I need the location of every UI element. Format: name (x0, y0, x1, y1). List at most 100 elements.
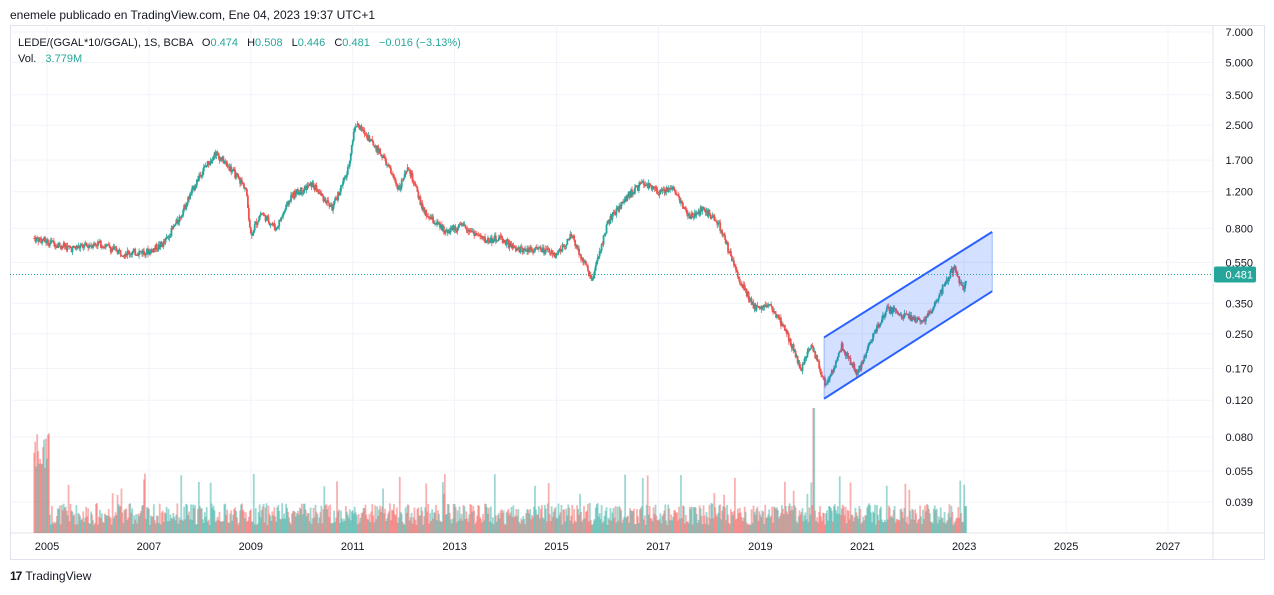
candle-body (786, 333, 789, 335)
volume-bar (462, 504, 465, 533)
candle-body (68, 245, 71, 247)
volume-bar (322, 509, 325, 533)
candle-body (484, 236, 486, 243)
close-value: 0.481 (342, 37, 370, 49)
candle-body (233, 168, 236, 170)
volume-bar (390, 520, 392, 533)
candle-body (701, 206, 704, 212)
candle-body (190, 193, 192, 195)
volume-bar (894, 522, 897, 533)
volume-bar (558, 515, 561, 533)
candle-body (963, 288, 966, 290)
candle-body (418, 196, 421, 199)
volume-bar (595, 504, 598, 533)
x-tick-label: 2011 (341, 541, 365, 553)
volume-bar (454, 507, 457, 533)
volume-bar (763, 523, 766, 533)
candle-body (356, 123, 359, 127)
candle-body (45, 241, 47, 243)
volume-bar (50, 524, 52, 533)
volume-bar (697, 519, 700, 533)
chart-frame[interactable] (10, 25, 1265, 560)
volume-bar (68, 521, 71, 533)
volume-bar (37, 450, 40, 533)
volume-bar (929, 521, 932, 533)
candle-body (695, 212, 698, 215)
candle-body (320, 193, 323, 195)
candle-body (496, 240, 499, 242)
candle-body (384, 157, 386, 159)
candle-body (207, 161, 210, 165)
x-tick-label: 2013 (442, 541, 466, 553)
candle-body (161, 243, 164, 247)
candle-body (848, 357, 851, 359)
volume-bar (790, 506, 793, 533)
candle-body (936, 300, 939, 302)
candle-body (595, 261, 598, 266)
candle-body (299, 187, 302, 195)
volume-bar (272, 515, 275, 533)
candle-body (407, 167, 410, 170)
candle-body (900, 314, 903, 318)
candle-body (364, 134, 367, 136)
candle-body (534, 248, 536, 252)
volume-bar (646, 475, 649, 533)
volume-bar (375, 519, 378, 533)
volume-bar (913, 519, 916, 533)
volume-bar (562, 509, 565, 533)
candle-body (337, 192, 339, 201)
grid (10, 25, 1265, 560)
candle-body (581, 258, 583, 260)
volume-bar (761, 510, 764, 533)
volume-bar (605, 507, 608, 533)
candle-body (140, 251, 142, 253)
volume-bar (402, 524, 405, 533)
volume-bar (46, 458, 48, 533)
volume-bar (632, 511, 634, 533)
volume-bar (227, 522, 230, 533)
brand-name[interactable]: TradingView (25, 569, 92, 583)
candle-body (261, 213, 264, 215)
volume-bar (209, 482, 212, 533)
volume-bar (705, 512, 708, 533)
volume-bar (262, 503, 265, 533)
candle-body (292, 194, 294, 199)
candle-body (466, 229, 469, 231)
volume-bar (194, 505, 196, 533)
tradingview-logo-icon[interactable]: 17 (10, 569, 22, 583)
candle-body (87, 245, 90, 248)
volume-bar (160, 512, 163, 533)
candle-body (709, 214, 712, 218)
symbol-name[interactable]: LEDE/(GGAL*10/GGAL), 1S, BCBA (18, 37, 193, 49)
candle-body (380, 154, 383, 157)
volume-bar (817, 522, 820, 533)
candle-body (741, 285, 744, 289)
volume-value: 3.779M (45, 53, 83, 65)
volume-bar (544, 508, 547, 533)
candle-body (148, 251, 150, 255)
volume-bar (695, 513, 698, 533)
candle-body (133, 248, 136, 251)
candle-body (670, 187, 673, 190)
volume-bar (174, 520, 177, 533)
candle-body (892, 307, 895, 309)
volume-bar (268, 513, 271, 533)
volume-bar (446, 504, 449, 533)
volume-bar (509, 512, 512, 533)
candle-body (419, 196, 422, 205)
candle-body (253, 224, 256, 231)
candle-body (831, 369, 834, 373)
candle-body (596, 257, 599, 262)
volume-bar (224, 503, 227, 533)
candle-body (249, 227, 252, 234)
volume-bar (842, 506, 845, 533)
volume-bar (877, 514, 879, 533)
candle-body (216, 151, 219, 154)
candle-body (688, 214, 691, 219)
volume-bar (445, 514, 448, 533)
volume-bar (131, 508, 134, 533)
volume-bar (594, 507, 597, 533)
volume-bar (555, 517, 558, 533)
volume-bar (434, 512, 436, 533)
